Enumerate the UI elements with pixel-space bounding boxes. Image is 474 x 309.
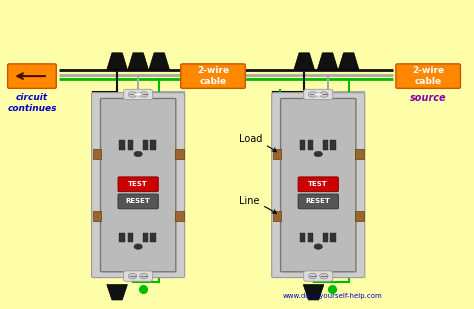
Circle shape: [134, 151, 142, 157]
FancyBboxPatch shape: [91, 93, 185, 277]
FancyBboxPatch shape: [100, 99, 176, 272]
Text: 2-wire
cable: 2-wire cable: [197, 66, 229, 86]
FancyBboxPatch shape: [8, 64, 56, 88]
Polygon shape: [107, 285, 128, 300]
Circle shape: [139, 92, 148, 97]
Bar: [356, 211, 364, 221]
Text: RESET: RESET: [306, 198, 331, 205]
FancyBboxPatch shape: [181, 64, 245, 88]
FancyBboxPatch shape: [272, 93, 365, 277]
Polygon shape: [294, 53, 315, 70]
Circle shape: [139, 273, 148, 279]
Bar: [119, 140, 125, 150]
Bar: [175, 149, 184, 159]
Circle shape: [314, 151, 322, 157]
FancyBboxPatch shape: [396, 64, 460, 88]
Text: TEST: TEST: [128, 181, 148, 187]
Bar: [150, 140, 156, 150]
FancyBboxPatch shape: [298, 177, 338, 192]
Text: RESET: RESET: [126, 198, 151, 205]
Polygon shape: [128, 53, 148, 70]
Bar: [323, 140, 328, 150]
Text: 2-wire
cable: 2-wire cable: [412, 66, 444, 86]
Bar: [128, 140, 133, 150]
Bar: [119, 233, 125, 242]
Text: TEST: TEST: [309, 181, 328, 187]
Text: Load: Load: [239, 134, 276, 152]
FancyBboxPatch shape: [118, 194, 158, 209]
Polygon shape: [317, 53, 338, 70]
Bar: [356, 149, 364, 159]
Polygon shape: [107, 53, 128, 70]
Text: source: source: [410, 93, 447, 103]
FancyBboxPatch shape: [304, 271, 333, 281]
FancyBboxPatch shape: [304, 89, 333, 100]
Bar: [150, 233, 156, 242]
Bar: [308, 140, 313, 150]
Bar: [128, 233, 133, 242]
Bar: [92, 211, 101, 221]
Bar: [300, 140, 305, 150]
Ellipse shape: [134, 93, 142, 96]
Polygon shape: [149, 53, 170, 70]
Text: Line: Line: [239, 196, 276, 214]
Bar: [323, 233, 328, 242]
Circle shape: [319, 92, 328, 97]
Bar: [143, 140, 147, 150]
Bar: [143, 233, 147, 242]
Bar: [300, 233, 305, 242]
FancyBboxPatch shape: [124, 271, 153, 281]
Circle shape: [309, 92, 317, 97]
Circle shape: [134, 244, 142, 249]
Circle shape: [309, 273, 317, 279]
Bar: [308, 233, 313, 242]
Bar: [273, 211, 281, 221]
Circle shape: [314, 244, 322, 249]
Text: circuit
continues: circuit continues: [7, 93, 57, 113]
FancyBboxPatch shape: [118, 177, 158, 192]
Circle shape: [128, 273, 137, 279]
Polygon shape: [303, 285, 324, 300]
Circle shape: [128, 92, 137, 97]
FancyBboxPatch shape: [124, 89, 153, 100]
Circle shape: [319, 273, 328, 279]
Text: www.do-it-yourself-help.com: www.do-it-yourself-help.com: [283, 293, 382, 299]
FancyBboxPatch shape: [298, 194, 338, 209]
FancyBboxPatch shape: [281, 99, 356, 272]
Polygon shape: [338, 53, 359, 70]
Bar: [330, 140, 336, 150]
Bar: [175, 211, 184, 221]
Bar: [92, 149, 101, 159]
Bar: [273, 149, 281, 159]
Bar: [330, 233, 336, 242]
Ellipse shape: [314, 93, 322, 96]
